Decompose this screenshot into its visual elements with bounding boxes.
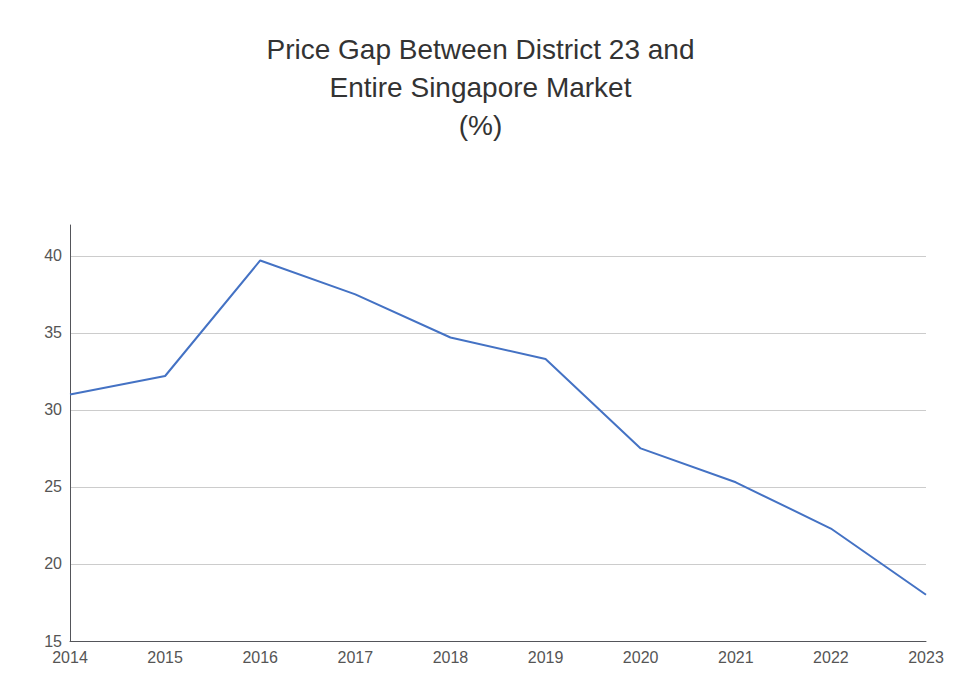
svg-text:2016: 2016 [242, 649, 278, 666]
svg-text:Price Gap Between District 23: Price Gap Between District 23 and [267, 34, 695, 65]
svg-text:2021: 2021 [718, 649, 754, 666]
svg-text:25: 25 [44, 478, 62, 495]
svg-text:35: 35 [44, 324, 62, 341]
svg-text:2022: 2022 [813, 649, 849, 666]
svg-text:2018: 2018 [433, 649, 469, 666]
svg-text:2014: 2014 [52, 649, 88, 666]
svg-text:2019: 2019 [528, 649, 564, 666]
svg-text:30: 30 [44, 401, 62, 418]
svg-text:20: 20 [44, 555, 62, 572]
svg-text:2023: 2023 [908, 649, 944, 666]
svg-text:2015: 2015 [147, 649, 183, 666]
svg-text:2020: 2020 [623, 649, 659, 666]
svg-text:15: 15 [44, 633, 62, 650]
svg-text:Entire Singapore Market: Entire Singapore Market [330, 72, 632, 103]
svg-text:40: 40 [44, 247, 62, 264]
svg-text:(%): (%) [459, 110, 503, 141]
svg-text:2017: 2017 [338, 649, 374, 666]
